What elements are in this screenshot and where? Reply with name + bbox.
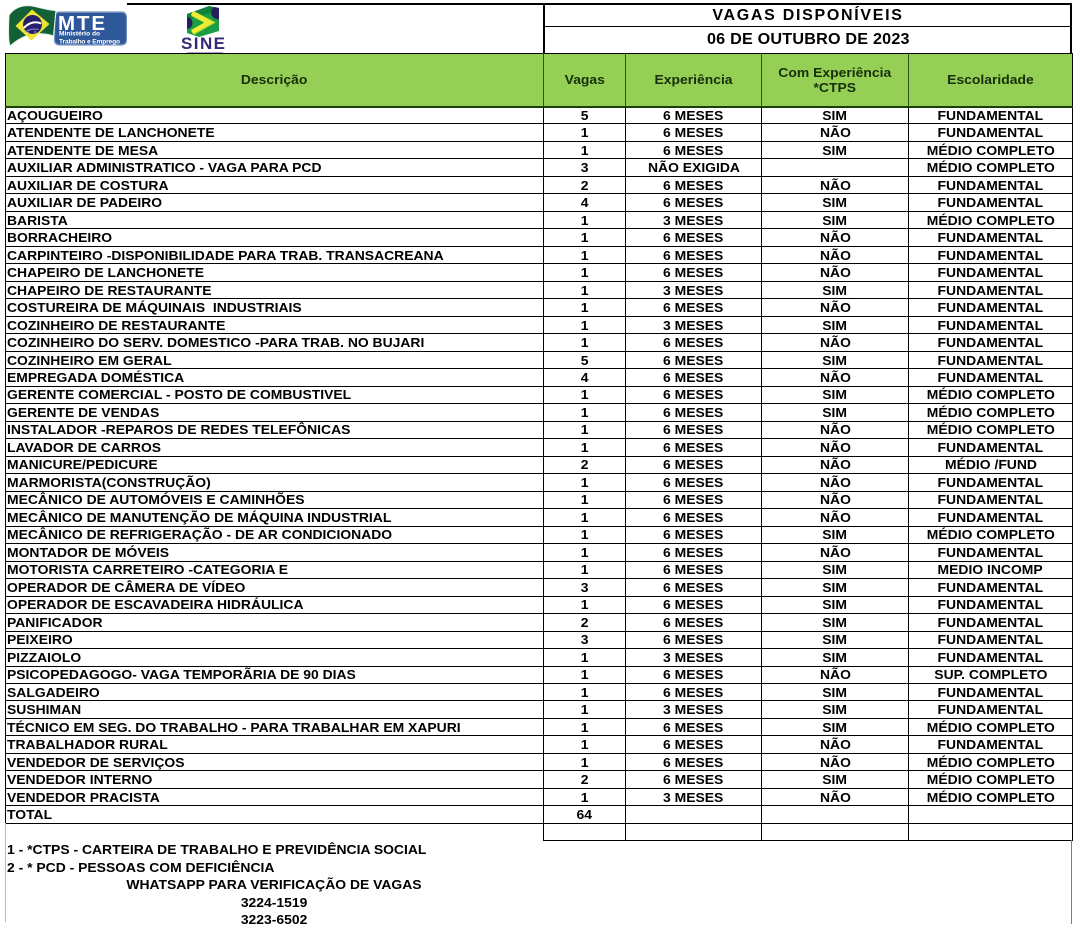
svg-text:MTE: MTE [58, 12, 105, 35]
svg-text:Ministério do: Ministério do [59, 31, 100, 38]
svg-text:Trabalho e Emprego: Trabalho e Emprego [59, 39, 120, 46]
svg-text:SINE: SINE [181, 34, 225, 53]
